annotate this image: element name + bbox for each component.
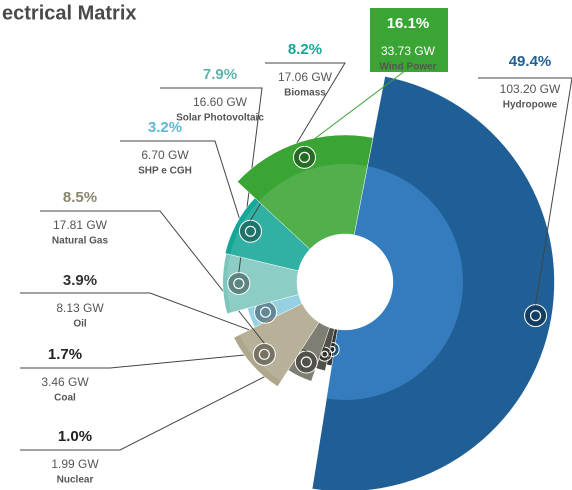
icon-glyph bbox=[244, 225, 257, 237]
slice-inner-shade bbox=[239, 303, 319, 382]
capacity-label: 3.46 GW bbox=[41, 375, 89, 389]
leader-line bbox=[20, 342, 333, 451]
value-label: 16.1% bbox=[387, 15, 430, 32]
slice-inner-shade bbox=[227, 254, 299, 313]
icon bbox=[292, 145, 316, 169]
icon-glyph bbox=[298, 151, 311, 163]
leader-line bbox=[478, 77, 572, 305]
category-label: SHP e CGH bbox=[138, 166, 192, 177]
value-label: 49.4% bbox=[509, 53, 552, 70]
category-label: Coal bbox=[54, 393, 76, 404]
value-label: 1.0% bbox=[58, 428, 92, 445]
icon bbox=[227, 271, 251, 295]
category-label: Natural Gas bbox=[52, 236, 109, 247]
slice-inner-shade bbox=[247, 294, 303, 328]
capacity-label: 6.70 GW bbox=[141, 148, 189, 162]
icon bbox=[524, 304, 548, 328]
capacity-label: 103.20 GW bbox=[500, 82, 561, 96]
icon-glyph bbox=[321, 350, 329, 358]
category-label: Wind Power bbox=[379, 62, 436, 73]
value-label: 3.2% bbox=[148, 119, 182, 136]
category-label: Nuclear bbox=[57, 475, 94, 486]
slice-inner-shade bbox=[326, 328, 338, 366]
icon-glyph bbox=[258, 348, 270, 360]
capacity-label: 16.60 GW bbox=[193, 95, 248, 109]
icon-glyph bbox=[259, 306, 272, 318]
capacity-label: 8.13 GW bbox=[56, 301, 104, 315]
icon bbox=[252, 342, 276, 366]
value-label: 7.9% bbox=[203, 66, 237, 83]
value-label: 3.9% bbox=[63, 272, 97, 289]
leader-line bbox=[304, 39, 448, 147]
capacity-label: 17.06 GW bbox=[278, 70, 333, 84]
slice-inner-shade bbox=[288, 322, 330, 382]
chart-title: ectrical Matrix bbox=[2, 2, 137, 24]
icon-glyph bbox=[233, 277, 245, 290]
icon-glyph bbox=[529, 310, 542, 322]
icon bbox=[238, 219, 262, 243]
category-label: Hydropowe bbox=[503, 100, 558, 111]
slice-inner-shade bbox=[326, 166, 463, 400]
value-label: 1.7% bbox=[48, 346, 82, 363]
value-label: 8.2% bbox=[288, 41, 322, 58]
capacity-label: 33.73 GW bbox=[381, 44, 436, 58]
center-hole bbox=[297, 234, 393, 330]
capacity-label: 17.81 GW bbox=[53, 218, 108, 232]
icon-glyph bbox=[300, 356, 312, 368]
category-label: Solar Photovoltaic bbox=[176, 113, 264, 124]
slice-inner-shade bbox=[230, 201, 310, 271]
capacity-label: 1.99 GW bbox=[51, 457, 99, 471]
category-label: Oil bbox=[73, 319, 87, 330]
value-label: 8.5% bbox=[63, 189, 97, 206]
category-label: Biomass bbox=[284, 88, 326, 99]
slice-inner-shade bbox=[258, 164, 368, 250]
